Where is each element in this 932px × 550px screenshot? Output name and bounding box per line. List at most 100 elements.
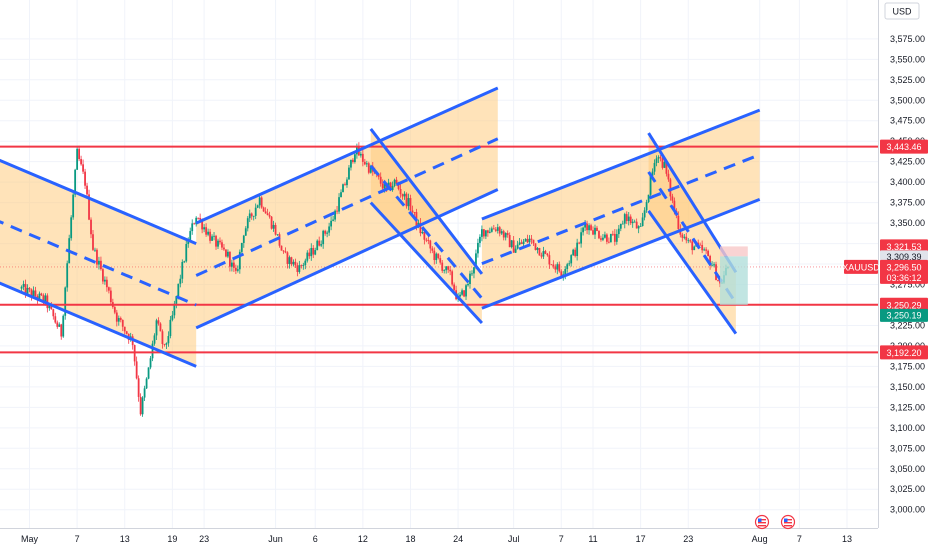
candle-body [689, 240, 692, 242]
last-price-text: 3,296.50 [886, 262, 921, 272]
x-tick-label: May [21, 534, 39, 544]
candle-body [397, 183, 400, 189]
candle-body [665, 162, 668, 174]
currency-label: USD [892, 7, 912, 17]
candle-body [294, 261, 297, 266]
candle-body [556, 264, 559, 270]
channel-upper-line [195, 86, 499, 225]
candle-body [266, 213, 269, 216]
candle-body [643, 210, 646, 218]
candle-body [86, 185, 88, 195]
candle-body [615, 234, 618, 242]
candle-body [580, 232, 583, 244]
candle-body [655, 158, 658, 163]
candle-body [667, 173, 670, 180]
y-tick-label: 3,125.00 [890, 402, 925, 412]
candle-body [173, 303, 176, 316]
flag-stripe [758, 519, 766, 521]
x-tick-label: 19 [167, 534, 177, 544]
candle-body [340, 192, 342, 198]
candle-body [58, 324, 61, 327]
candle-body [467, 283, 469, 286]
candle-body [107, 287, 110, 291]
candle-body [518, 242, 521, 245]
candle-body [433, 250, 436, 261]
candle-body [117, 318, 120, 322]
candle-body [391, 185, 394, 191]
candle-body [276, 234, 279, 236]
candle-body [677, 215, 680, 229]
candle-body [203, 227, 206, 230]
candle-body [217, 240, 219, 247]
candle-body [419, 222, 422, 234]
candle-body [661, 158, 664, 168]
candle-body [377, 173, 380, 177]
candle-body [171, 315, 174, 320]
candle-body [637, 226, 640, 229]
candle-body [342, 184, 344, 193]
candle-body [363, 161, 366, 165]
candle-body [522, 241, 525, 244]
candle-body [576, 242, 579, 256]
candle-body [274, 224, 277, 235]
candle-body [308, 252, 311, 257]
candle-body [631, 221, 634, 224]
candle-body [143, 388, 146, 398]
y-tick-label: 3,100.00 [890, 423, 925, 433]
candle-body [62, 315, 65, 337]
flag-stripe [784, 519, 792, 521]
candle-body [560, 271, 563, 277]
x-tick-label: 7 [75, 534, 80, 544]
x-tick-label: 11 [588, 534, 597, 544]
candle-body [473, 267, 475, 274]
x-tick-label: 7 [797, 534, 802, 544]
candle-body [477, 242, 479, 254]
plot-area [0, 0, 878, 528]
candle-body [219, 240, 221, 243]
candle-body [482, 229, 485, 237]
candle-body [119, 318, 122, 320]
candle-body [211, 236, 213, 241]
candle-body [607, 241, 610, 243]
candle-body [439, 258, 442, 263]
candle-body [260, 197, 263, 208]
price-level-tag [880, 297, 928, 312]
candle-body [490, 228, 493, 232]
candle-body [435, 253, 438, 261]
candle-body [292, 261, 295, 265]
candle-body [195, 217, 198, 225]
candle-body [500, 231, 503, 234]
flag-stripe [758, 525, 766, 527]
x-tick-label: Jun [268, 534, 283, 544]
candle-body [536, 247, 539, 250]
candle-body [199, 218, 202, 220]
candle-body [594, 227, 596, 235]
candle-body [230, 262, 233, 267]
candle-body [544, 251, 547, 254]
candle-body [42, 295, 45, 302]
candle-body [707, 250, 710, 256]
candle-body [369, 165, 372, 173]
candle-body [586, 223, 588, 231]
x-tick-label: 17 [636, 534, 646, 544]
candle-body [185, 244, 188, 262]
candle-body [324, 230, 327, 234]
candle-body [709, 255, 711, 266]
x-tick-label: Aug [752, 534, 768, 544]
candle-body [50, 305, 53, 310]
channel-lower-line [369, 201, 484, 325]
channel-fill [370, 128, 482, 324]
candle-body [246, 218, 249, 229]
candle-body [109, 290, 112, 303]
candle-body [403, 193, 406, 197]
position-stop-zone [720, 246, 748, 257]
candle-body [427, 240, 430, 241]
candle-body [546, 253, 549, 256]
candle-body [409, 198, 412, 211]
candle-body [149, 358, 152, 368]
candle-body [437, 253, 440, 259]
candle-body [514, 248, 517, 253]
candle-body [429, 240, 432, 249]
position-target-zone [720, 256, 748, 305]
